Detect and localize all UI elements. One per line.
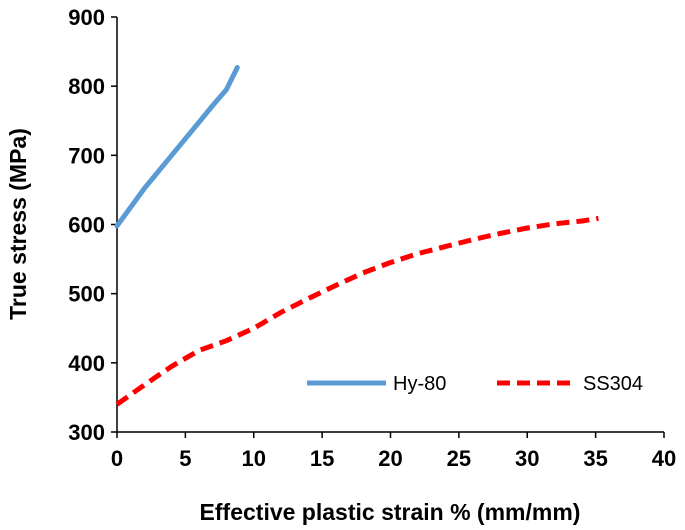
x-tick-label: 30 — [515, 446, 539, 471]
x-tick-label: 25 — [447, 446, 471, 471]
legend-label-hy80: Hy-80 — [393, 373, 446, 395]
y-tick-label: 700 — [68, 143, 105, 168]
y-tick-label: 800 — [68, 74, 105, 99]
series-layer — [114, 65, 599, 407]
x-tick-label: 15 — [310, 446, 334, 471]
x-tick-label: 20 — [378, 446, 402, 471]
y-axis-title: True stress (MPa) — [5, 128, 31, 320]
y-tick-label: 600 — [68, 213, 105, 238]
x-tick-label: 0 — [111, 446, 123, 471]
y-tick-label: 900 — [68, 5, 105, 30]
axes — [111, 16, 665, 438]
x-tick-label: 10 — [242, 446, 266, 471]
tick-labels: 300 400 500 600 700 800 900 0 5 10 15 20 25 30 35 40 — [68, 5, 676, 471]
y-tick-label: 500 — [68, 282, 105, 307]
y-tick-label: 400 — [68, 351, 105, 376]
x-tick-label: 35 — [583, 446, 607, 471]
x-tick-label: 5 — [179, 446, 191, 471]
series-line-hy80 — [114, 65, 240, 229]
series-line-ss304 — [115, 215, 599, 407]
x-axis-title: Effective plastic strain % (mm/mm) — [200, 499, 581, 525]
legend-label-ss304: SS304 — [583, 373, 643, 395]
y-tick-label: 300 — [68, 420, 105, 445]
legend: Hy-80 SS304 — [307, 373, 643, 395]
x-tick-label: 40 — [652, 446, 676, 471]
